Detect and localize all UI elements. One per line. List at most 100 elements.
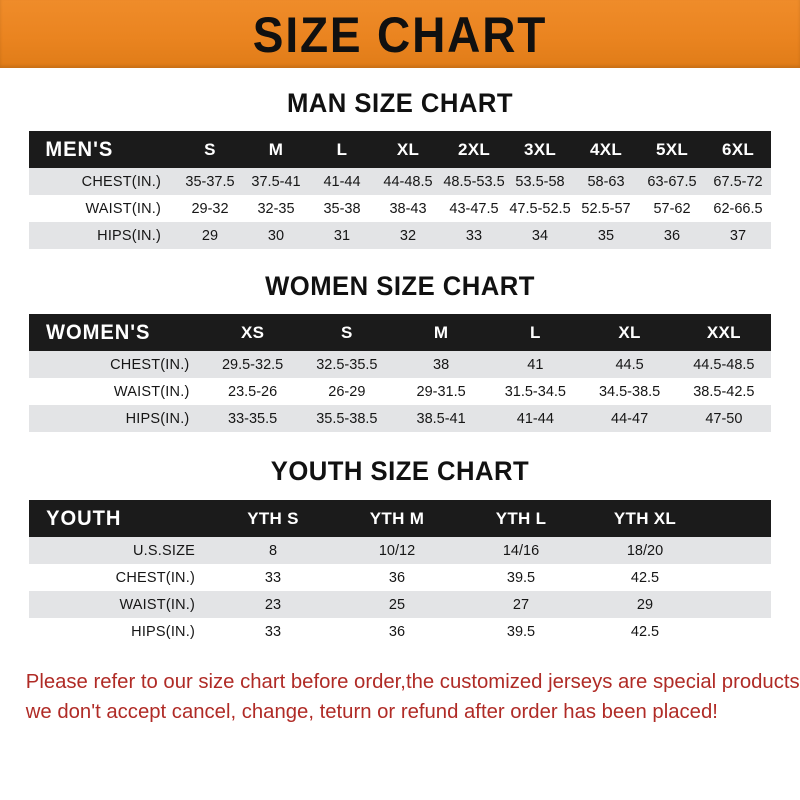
men-table-head: MEN'S S M L XL 2XL 3XL 4XL 5XL 6XL — [29, 131, 771, 168]
men-size-header-4xl: 4XL — [589, 139, 623, 159]
table-row: CHEST(IN.) 29.5-32.5 32.5-35.5 38 41 44.… — [29, 351, 771, 378]
men-table-wrapper: MEN'S S M L XL 2XL 3XL 4XL 5XL 6XL CHEST… — [29, 131, 771, 249]
men-chest-label: CHEST(IN.) — [81, 173, 161, 190]
youth-ussize-xl: 18/20 — [626, 542, 664, 559]
table-row: HIPS(IN.) 29 30 31 32 33 34 35 36 37 — [29, 222, 771, 249]
table-row: CHEST(IN.) 33 36 39.5 42.5 — [29, 564, 771, 591]
men-hips-5xl: 36 — [663, 227, 681, 244]
youth-chest-xl: 42.5 — [630, 569, 660, 586]
men-waist-s: 29-32 — [191, 200, 229, 217]
men-size-header-m: M — [268, 139, 284, 159]
men-hips-4xl: 35 — [597, 227, 615, 244]
women-hips-m: 38.5-41 — [416, 410, 466, 427]
table-row: WAIST(IN.) 23 25 27 29 — [29, 591, 771, 618]
men-chest-s: 35-37.5 — [185, 173, 235, 190]
youth-row-label-header: YOUTH — [46, 506, 122, 530]
men-waist-xl: 38-43 — [389, 200, 427, 217]
men-waist-5xl: 57-62 — [653, 200, 691, 217]
table-row: HIPS(IN.) 33-35.5 35.5-38.5 38.5-41 41-4… — [29, 405, 771, 432]
women-size-header-s: S — [341, 322, 353, 342]
women-size-header-l: L — [530, 322, 541, 342]
men-hips-l: 31 — [333, 227, 351, 244]
women-size-header-xxl: XXL — [706, 322, 741, 342]
women-table-body: CHEST(IN.) 29.5-32.5 32.5-35.5 38 41 44.… — [29, 351, 771, 432]
men-chest-xl: 44-48.5 — [383, 173, 433, 190]
table-row: U.S.SIZE 8 10/12 14/16 18/20 — [29, 537, 771, 564]
youth-size-header-xl: YTH XL — [613, 508, 677, 528]
women-chest-l: 41 — [527, 356, 544, 373]
men-size-header-l: L — [336, 139, 348, 159]
women-size-header-xs: XS — [240, 322, 265, 342]
men-row-label-header: MEN'S — [45, 137, 114, 161]
men-hips-3xl: 34 — [531, 227, 549, 244]
women-waist-l: 31.5-34.5 — [504, 383, 566, 400]
women-size-table: WOMEN'S XS S M L XL XXL CHEST(IN.) 29.5-… — [29, 314, 771, 432]
youth-size-table: YOUTH YTH S YTH M YTH L YTH XL U.S.SIZE … — [29, 500, 771, 645]
men-size-chart-section: MAN SIZE CHART MEN'S S M L XL 2XL 3XL 4X… — [0, 88, 800, 249]
youth-row-spacer — [707, 564, 771, 591]
men-hips-label: HIPS(IN.) — [97, 227, 161, 244]
women-waist-s: 26-29 — [328, 383, 366, 400]
youth-size-header-s: YTH S — [247, 508, 299, 528]
youth-hips-label: HIPS(IN.) — [131, 623, 195, 640]
notice-line-2: we don't accept cancel, change, teturn o… — [25, 699, 718, 723]
men-size-header-2xl: 2XL — [457, 139, 491, 159]
women-waist-xs: 23.5-26 — [228, 383, 278, 400]
men-waist-4xl: 52.5-57 — [581, 200, 631, 217]
women-size-header-m: M — [433, 322, 449, 342]
men-hips-m: 30 — [267, 227, 285, 244]
men-size-header-xl: XL — [396, 139, 420, 159]
men-chest-m: 37.5-41 — [251, 173, 301, 190]
table-row: CHEST(IN.) 35-37.5 37.5-41 41-44 44-48.5… — [29, 168, 771, 195]
men-waist-2xl: 43-47.5 — [449, 200, 499, 217]
youth-size-chart-section: YOUTH SIZE CHART YOUTH YTH S YTH M YTH L… — [0, 456, 800, 645]
youth-waist-xl: 29 — [636, 596, 654, 613]
women-header-row: WOMEN'S XS S M L XL XXL — [29, 314, 771, 351]
men-size-header-5xl: 5XL — [655, 139, 689, 159]
men-hips-2xl: 33 — [465, 227, 483, 244]
men-table-body: CHEST(IN.) 35-37.5 37.5-41 41-44 44-48.5… — [29, 168, 771, 249]
youth-waist-m: 25 — [388, 596, 406, 613]
women-table-wrapper: WOMEN'S XS S M L XL XXL CHEST(IN.) 29.5-… — [29, 314, 771, 432]
youth-row-spacer — [707, 537, 771, 564]
table-row: WAIST(IN.) 29-32 32-35 35-38 38-43 43-47… — [29, 195, 771, 222]
women-hips-label: HIPS(IN.) — [125, 410, 190, 427]
youth-ussize-s: 8 — [268, 542, 278, 559]
women-row-label-header: WOMEN'S — [45, 320, 151, 344]
men-waist-m: 32-35 — [257, 200, 295, 217]
youth-waist-l: 27 — [512, 596, 530, 613]
youth-row-spacer — [707, 591, 771, 618]
youth-table-wrapper: YOUTH YTH S YTH M YTH L YTH XL U.S.SIZE … — [29, 500, 771, 645]
youth-hips-xl: 42.5 — [630, 623, 660, 640]
youth-row-spacer — [707, 618, 771, 645]
men-hips-xl: 32 — [399, 227, 417, 244]
men-section-title: MAN SIZE CHART — [286, 88, 514, 118]
youth-size-header-l: YTH L — [495, 508, 547, 528]
men-size-header-s: S — [204, 139, 216, 159]
men-chest-4xl: 58-63 — [587, 173, 625, 190]
women-chest-xxl: 44.5-48.5 — [693, 356, 755, 373]
women-chest-xl: 44.5 — [615, 356, 644, 373]
youth-header-spacer — [707, 500, 771, 537]
men-chest-2xl: 48.5-53.5 — [443, 173, 505, 190]
women-waist-xl: 34.5-38.5 — [598, 383, 661, 400]
youth-ussize-label: U.S.SIZE — [132, 542, 195, 559]
youth-hips-m: 36 — [388, 623, 406, 640]
men-size-header-6xl: 6XL — [721, 139, 755, 159]
women-waist-m: 29-31.5 — [416, 383, 466, 400]
women-hips-xxl: 47-50 — [705, 410, 743, 427]
women-waist-xxl: 38.5-42.5 — [693, 383, 755, 400]
women-chest-label: CHEST(IN.) — [110, 356, 190, 373]
women-waist-label: WAIST(IN.) — [113, 383, 190, 400]
men-hips-6xl: 37 — [729, 227, 747, 244]
women-hips-l: 41-44 — [516, 410, 554, 427]
men-chest-6xl: 67.5-72 — [713, 173, 763, 190]
men-size-header-3xl: 3XL — [523, 139, 557, 159]
youth-waist-label: WAIST(IN.) — [119, 596, 195, 613]
page-banner: SIZE CHART — [0, 0, 800, 68]
men-waist-l: 35-38 — [323, 200, 361, 217]
men-waist-label: WAIST(IN.) — [85, 200, 161, 217]
women-chest-s: 32.5-35.5 — [316, 356, 378, 373]
men-waist-6xl: 62-66.5 — [713, 200, 763, 217]
women-chest-xs: 29.5-32.5 — [221, 356, 284, 373]
